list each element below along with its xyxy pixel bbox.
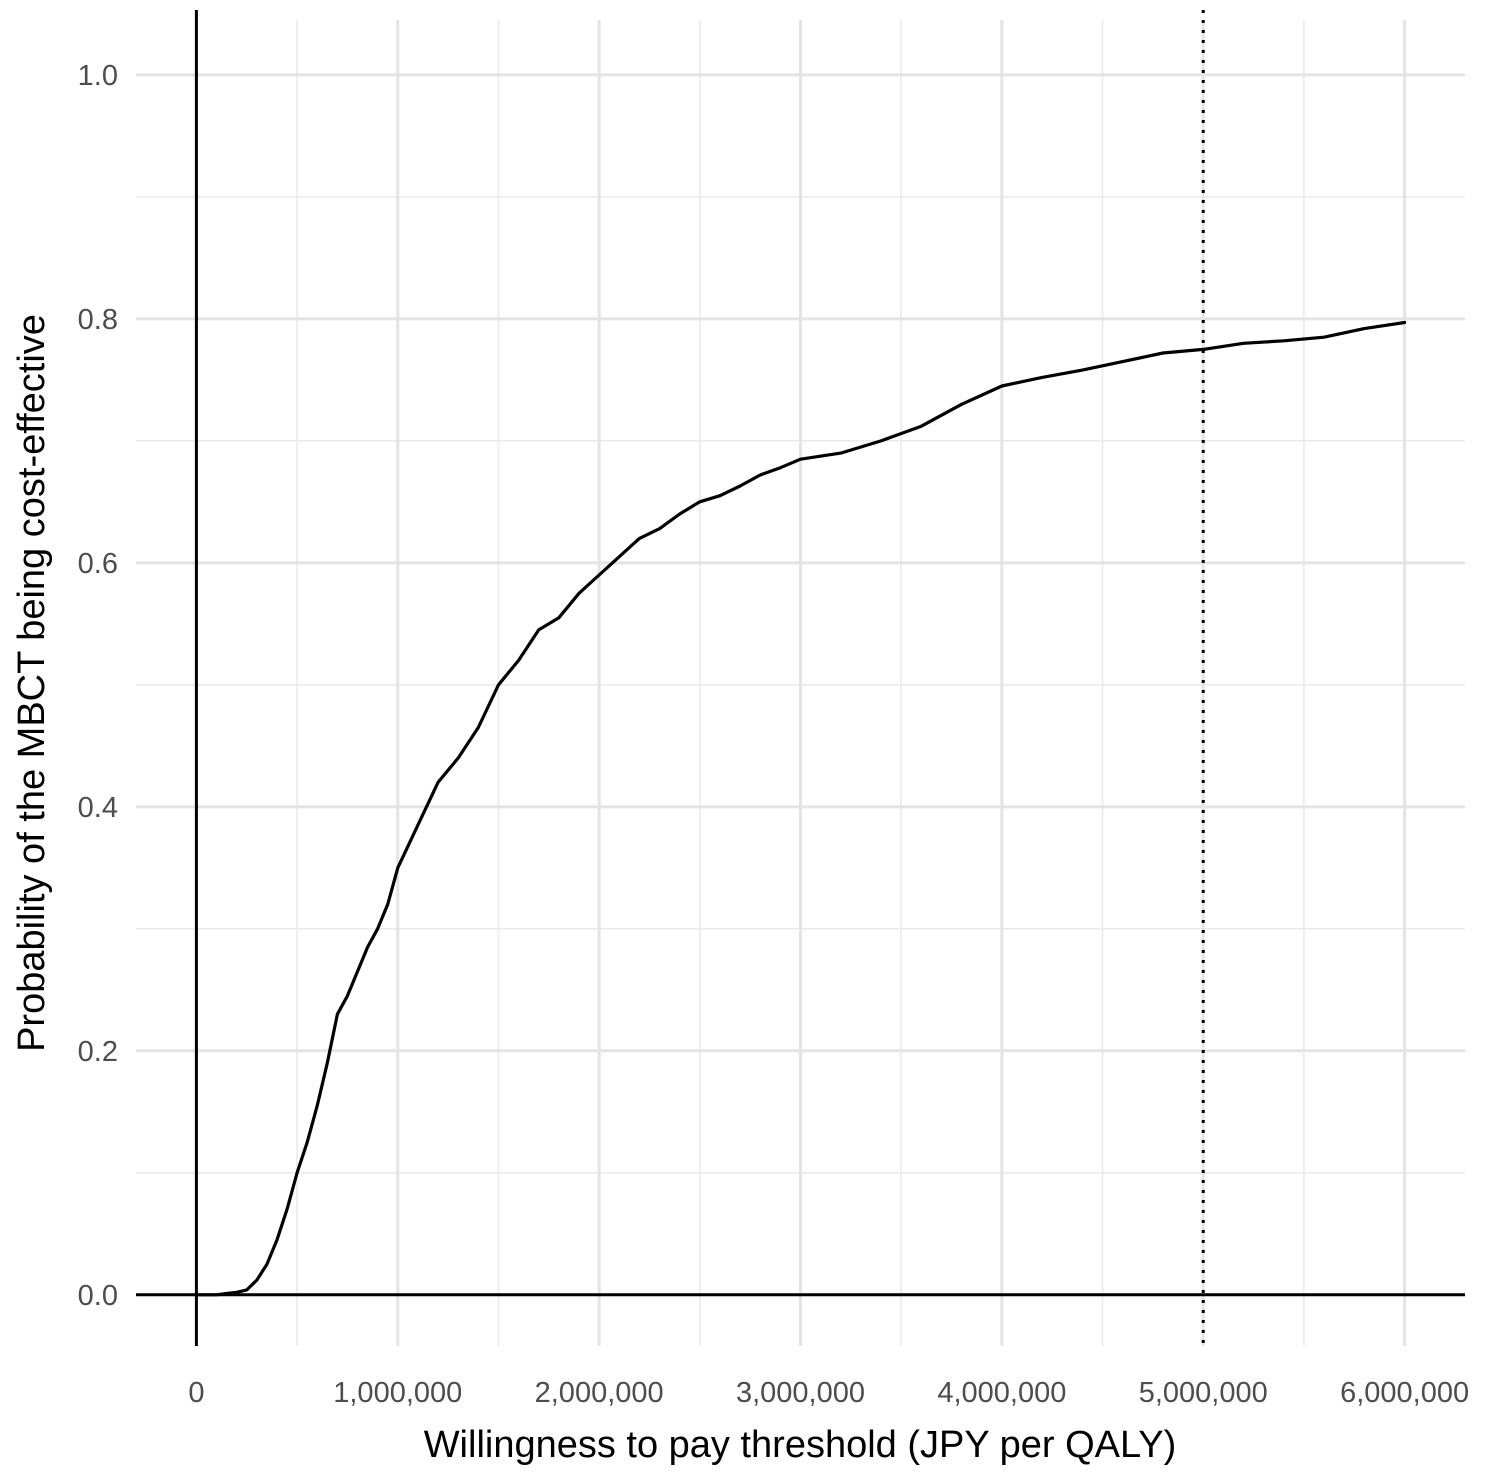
series-layer bbox=[194, 320, 1407, 1297]
y-tick-labels: 0.0 0.2 0.4 0.6 0.8 1.0 bbox=[78, 60, 118, 1312]
x-tick-label: 6,000,000 bbox=[1340, 1377, 1469, 1409]
y-tick-label: 0.0 bbox=[78, 1280, 118, 1312]
y-tick-label: 0.8 bbox=[78, 304, 118, 336]
acceptability-curve-line bbox=[194, 320, 1407, 1297]
y-axis-title: Probability of the MBCT being cost-effec… bbox=[11, 314, 53, 1052]
x-tick-label: 3,000,000 bbox=[736, 1377, 865, 1409]
x-axis-title: Willingness to pay threshold (JPY per QA… bbox=[424, 1424, 1177, 1466]
x-tick-labels: 0 1,000,000 2,000,000 3,000,000 4,000,000 5,0… bbox=[188, 1377, 1469, 1409]
x-tick-label: 4,000,000 bbox=[937, 1377, 1066, 1409]
x-tick-label: 2,000,000 bbox=[535, 1377, 664, 1409]
reference-lines bbox=[136, 10, 1465, 1346]
y-tick-label: 0.4 bbox=[78, 792, 118, 824]
x-tick-label: 5,000,000 bbox=[1139, 1377, 1268, 1409]
y-tick-label: 0.6 bbox=[78, 548, 118, 580]
x-tick-label: 0 bbox=[188, 1377, 204, 1409]
y-tick-label: 1.0 bbox=[78, 60, 118, 92]
y-tick-label: 0.2 bbox=[78, 1036, 118, 1068]
x-tick-label: 1,000,000 bbox=[333, 1377, 462, 1409]
major-gridlines bbox=[136, 20, 1465, 1346]
